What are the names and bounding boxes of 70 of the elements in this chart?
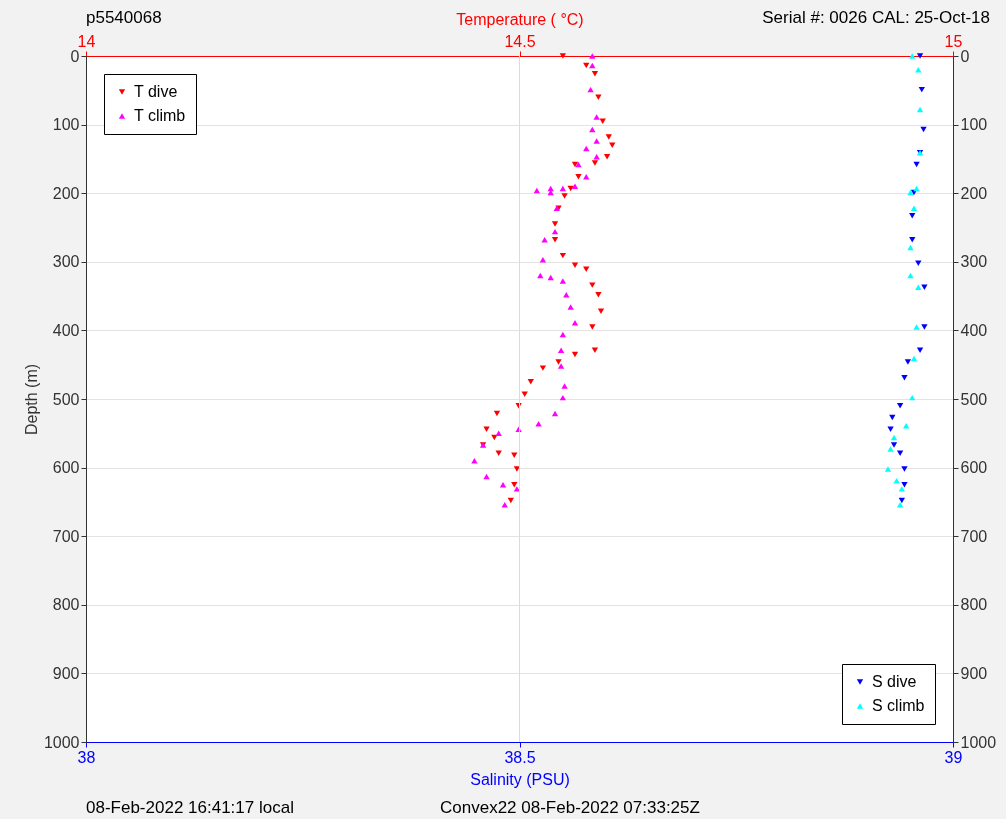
text: Convex22 08-Feb-2022 07:33:25Z bbox=[440, 798, 700, 818]
y2-tick-label: 200 bbox=[960, 184, 988, 202]
y2-tick-label: 100 bbox=[960, 116, 988, 134]
point bbox=[887, 446, 894, 452]
point bbox=[901, 375, 908, 381]
y-tick-label: 1000 bbox=[43, 733, 80, 751]
point bbox=[915, 284, 922, 290]
y2-tick-label: 1000 bbox=[960, 733, 997, 751]
y-tick-label: 100 bbox=[52, 116, 80, 134]
y-tick-label: 700 bbox=[52, 527, 80, 545]
text: Serial #: 0026 CAL: 25-Oct-18 bbox=[762, 8, 990, 28]
point bbox=[916, 53, 924, 59]
text: 08-Feb-2022 16:41:17 local bbox=[86, 798, 294, 818]
point bbox=[909, 213, 916, 219]
y2-tick-label: 700 bbox=[960, 527, 988, 545]
y-axis-title: Depth (m) bbox=[22, 363, 40, 436]
point bbox=[909, 237, 916, 243]
point bbox=[887, 426, 894, 432]
point bbox=[910, 205, 918, 212]
y2-tick-label: 800 bbox=[960, 596, 988, 614]
x-tick-label: 38.5 bbox=[504, 748, 536, 766]
legend-label: T climb bbox=[134, 107, 186, 124]
point bbox=[916, 106, 924, 113]
y2-tick-label: 500 bbox=[960, 390, 988, 408]
point bbox=[896, 450, 904, 456]
point bbox=[901, 466, 908, 472]
point bbox=[907, 244, 914, 251]
point bbox=[907, 272, 914, 279]
y2-tick-label: 300 bbox=[960, 253, 988, 271]
point bbox=[898, 486, 906, 492]
point bbox=[890, 442, 898, 448]
x2-axis-title: Temperature ( °C) bbox=[456, 10, 584, 28]
y2-tick-label: 0 bbox=[960, 47, 970, 65]
point bbox=[898, 497, 906, 504]
point bbox=[921, 284, 928, 290]
y-tick-label: 500 bbox=[52, 390, 80, 408]
y-tick-label: 0 bbox=[70, 47, 80, 65]
point bbox=[907, 189, 914, 196]
x-tick-label: 38 bbox=[77, 748, 96, 766]
point bbox=[913, 161, 920, 168]
y-tick-label: 600 bbox=[52, 459, 80, 477]
point bbox=[901, 482, 908, 488]
x2-tick-label: 15 bbox=[944, 32, 963, 50]
point bbox=[904, 359, 912, 365]
point bbox=[910, 355, 918, 362]
legend-label: S climb bbox=[872, 697, 925, 714]
y-tick-label: 800 bbox=[52, 596, 80, 614]
point bbox=[909, 53, 916, 59]
point bbox=[918, 86, 925, 93]
x2-tick-label: 14 bbox=[77, 32, 96, 50]
y2-tick-label: 600 bbox=[960, 459, 988, 477]
y-tick-label: 900 bbox=[52, 664, 80, 682]
point bbox=[913, 185, 920, 192]
point bbox=[896, 403, 904, 409]
text: p5540068 bbox=[86, 8, 162, 28]
point bbox=[884, 466, 892, 472]
x2-tick-label: 14.5 bbox=[504, 32, 536, 50]
y2-tick-label: 400 bbox=[960, 321, 988, 339]
y-tick-label: 200 bbox=[52, 184, 80, 202]
y2-tick-label: 900 bbox=[960, 664, 988, 682]
legend-label: T dive bbox=[134, 83, 178, 100]
point bbox=[915, 260, 922, 266]
point bbox=[913, 324, 920, 330]
x-axis-title: Salinity (PSU) bbox=[470, 770, 570, 788]
point bbox=[921, 324, 928, 330]
x-tick-label: 39 bbox=[944, 748, 963, 766]
y-tick-label: 300 bbox=[52, 253, 80, 271]
y-tick-label: 400 bbox=[52, 321, 80, 339]
point bbox=[890, 434, 898, 441]
legend-label: S dive bbox=[872, 673, 917, 690]
